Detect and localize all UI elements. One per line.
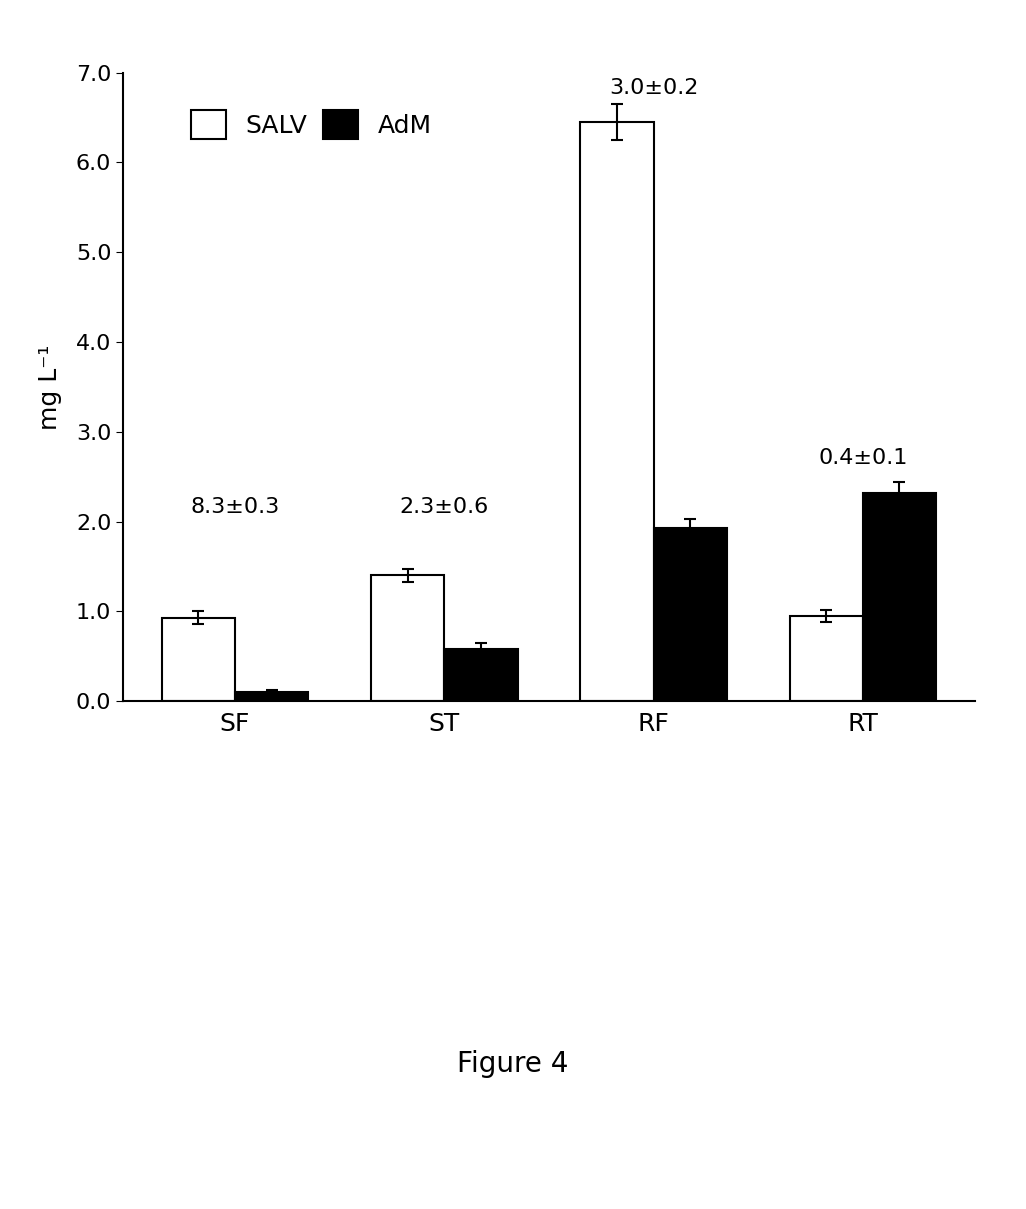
Bar — [863, 493, 936, 701]
Text: Figure 4: Figure 4 — [458, 1049, 568, 1078]
Bar — [444, 649, 517, 701]
Bar — [162, 618, 235, 701]
Legend: SALV, AdM: SALV, AdM — [179, 98, 444, 151]
Bar — [581, 122, 654, 701]
Text: 0.4±0.1: 0.4±0.1 — [818, 447, 907, 468]
Bar — [654, 528, 726, 701]
Text: 2.3±0.6: 2.3±0.6 — [400, 497, 489, 517]
Bar — [371, 575, 444, 701]
Y-axis label: mg L⁻¹: mg L⁻¹ — [38, 345, 62, 429]
Text: 8.3±0.3: 8.3±0.3 — [191, 497, 280, 517]
Text: 3.0±0.2: 3.0±0.2 — [608, 77, 699, 98]
Bar — [235, 693, 308, 701]
Bar — [790, 615, 863, 701]
